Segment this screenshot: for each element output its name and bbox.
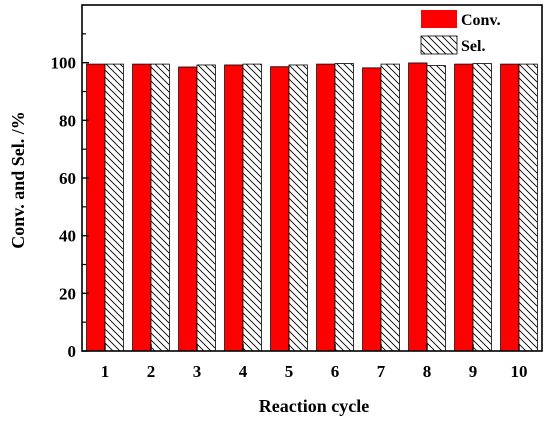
legend-swatch-sel: [420, 35, 458, 55]
bar-sel-2: [150, 63, 170, 352]
legend-label-conv: Conv.: [461, 12, 501, 29]
bar-conv-5: [270, 66, 290, 352]
y-axis-title: Conv. and Sel. /%: [8, 111, 28, 249]
bar-sel-10: [518, 63, 538, 352]
y-tick-label-60: 60: [59, 169, 76, 188]
y-tick-label-40: 40: [59, 227, 76, 246]
x-tick-label-6: 6: [331, 362, 340, 381]
bar-conv-7: [362, 67, 382, 352]
bar-sel-3: [196, 64, 216, 352]
x-tick-label-1: 1: [101, 362, 110, 381]
bar-sel-6: [334, 63, 354, 352]
bar-conv-8: [408, 62, 428, 352]
y-tick-label-20: 20: [59, 284, 76, 303]
legend: Conv. Sel.: [420, 10, 501, 55]
y-tick-label-100: 100: [51, 54, 77, 73]
y-tick-label-0: 0: [68, 342, 77, 361]
bar-sel-5: [288, 64, 308, 352]
x-tick-label-2: 2: [147, 362, 156, 381]
plot-area: 0 20 40 60 80 100 1 2 3 4 5 6 7 8 9 10: [51, 4, 543, 381]
y-tick-label-80: 80: [59, 111, 76, 130]
x-tick-label-8: 8: [423, 362, 432, 381]
bar-conv-9: [454, 63, 474, 352]
x-tick-label-4: 4: [239, 362, 248, 381]
legend-label-sel: Sel.: [461, 38, 485, 55]
bar-sel-1: [104, 63, 124, 352]
legend-swatch-conv: [421, 10, 457, 28]
x-tick-label-7: 7: [377, 362, 386, 381]
bar-conv-1: [86, 63, 106, 352]
bar-sel-8: [426, 65, 446, 352]
bar-conv-3: [178, 66, 198, 352]
bar-conv-10: [500, 63, 520, 352]
x-tick-label-3: 3: [193, 362, 202, 381]
x-tick-label-10: 10: [511, 362, 528, 381]
bar-sel-7: [380, 63, 400, 352]
x-tick-label-9: 9: [469, 362, 478, 381]
bar-conv-6: [316, 63, 336, 352]
bar-sel-9: [472, 63, 492, 352]
bar-conv-4: [224, 64, 244, 352]
x-axis-title: Reaction cycle: [259, 396, 369, 416]
bar-conv-2: [132, 63, 152, 352]
x-tick-label-5: 5: [285, 362, 294, 381]
bar-sel-4: [242, 63, 262, 352]
